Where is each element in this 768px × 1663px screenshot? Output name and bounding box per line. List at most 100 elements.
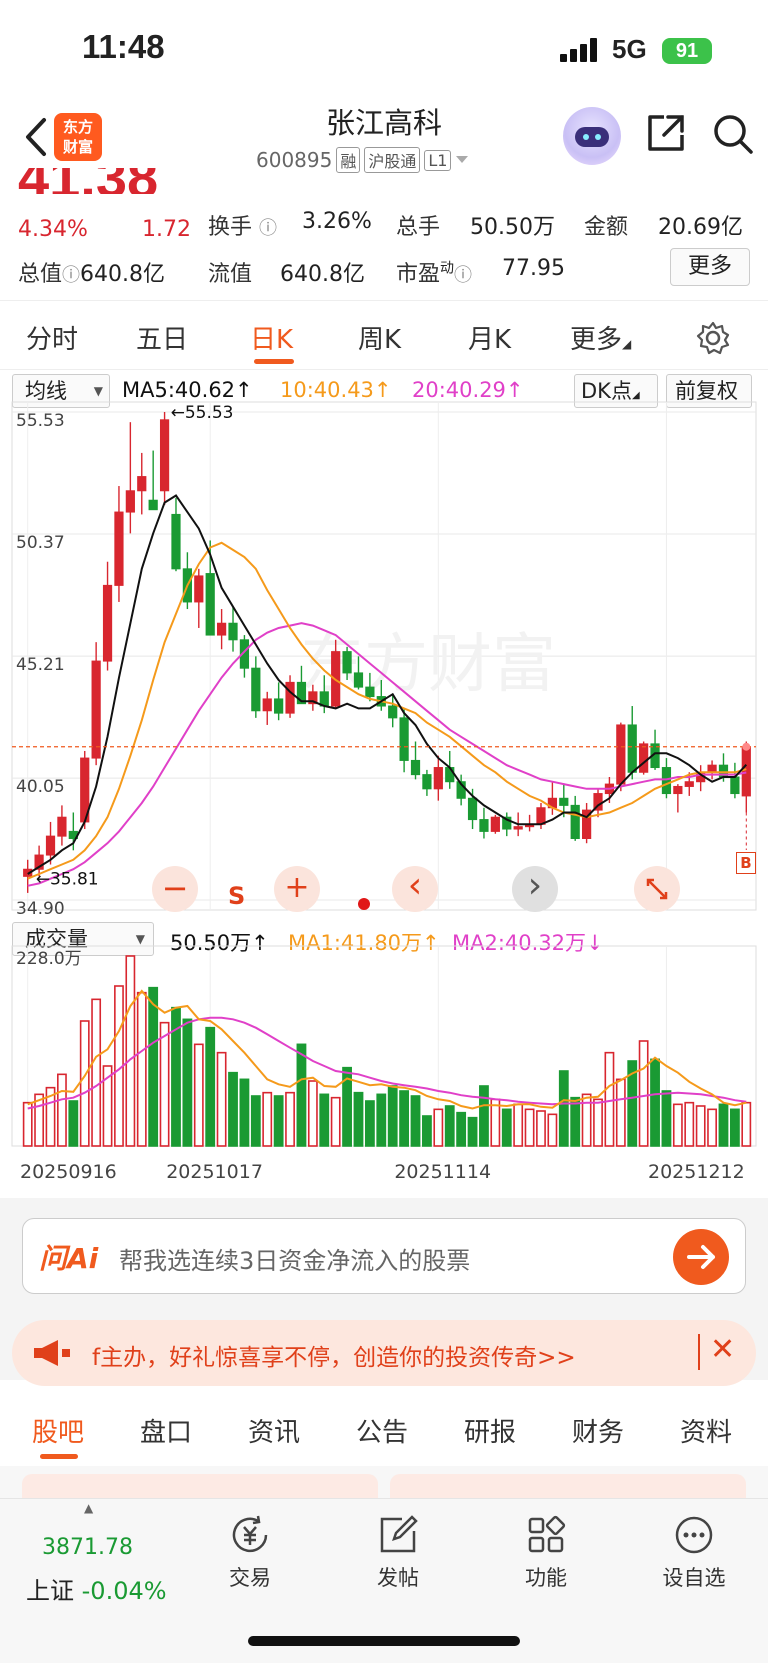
candle[interactable] [410, 759, 421, 776]
candle[interactable] [399, 717, 409, 761]
volume-bar[interactable] [216, 1051, 227, 1147]
volume-bar[interactable] [729, 1108, 740, 1147]
volume-bar[interactable] [159, 1021, 170, 1147]
candle[interactable] [616, 724, 626, 785]
candle[interactable] [57, 816, 67, 837]
volume-bar[interactable] [102, 1065, 113, 1147]
candle[interactable] [684, 781, 694, 787]
volume-bar[interactable] [273, 1095, 284, 1147]
volume-bar[interactable] [593, 1098, 603, 1147]
candle[interactable] [228, 622, 238, 641]
candle[interactable] [308, 691, 318, 705]
volume-bar[interactable] [410, 1095, 421, 1147]
notice-banner[interactable]: f主办，好礼惊喜享不停，创造你的投资传奇>> ✕ [12, 1320, 756, 1386]
candle[interactable] [217, 622, 227, 636]
candle[interactable] [353, 672, 364, 688]
volume-bar[interactable] [661, 1090, 672, 1147]
candle[interactable] [296, 681, 307, 705]
volume-bar[interactable] [501, 1108, 512, 1147]
tab-news[interactable]: 资讯 [248, 1418, 301, 1448]
tab-five-day[interactable]: 五日 [136, 325, 189, 355]
candle[interactable] [479, 819, 489, 832]
candle[interactable] [274, 698, 284, 714]
volume-bar[interactable] [479, 1085, 489, 1147]
candle[interactable] [102, 584, 113, 662]
scroll-left-button[interactable]: ‹ [392, 866, 438, 912]
kline-chart[interactable]: 东方财富 55.53 50.37 45.21 40.05 34.90 ←55.53 ←35.… [0, 0, 768, 1198]
candle[interactable] [91, 660, 101, 759]
volume-bar[interactable] [205, 1026, 216, 1147]
candle[interactable] [502, 816, 512, 830]
candle[interactable] [467, 797, 478, 821]
candle[interactable] [285, 681, 295, 714]
tab-monthly-k[interactable]: 月K [468, 325, 512, 355]
assistant-robot-icon[interactable] [563, 107, 621, 165]
candle[interactable] [707, 764, 717, 773]
tab-profile[interactable]: 资料 [680, 1418, 733, 1448]
candle[interactable] [639, 743, 649, 773]
volume-bar[interactable] [547, 1113, 558, 1147]
volume-bar[interactable] [741, 1101, 752, 1147]
volume-bar[interactable] [136, 991, 147, 1147]
candle[interactable] [513, 826, 523, 830]
volume-bar[interactable] [627, 1060, 638, 1147]
info-icon[interactable]: ⓘ [454, 265, 473, 286]
candle[interactable] [34, 854, 44, 870]
volume-bar[interactable] [285, 1091, 295, 1147]
candle[interactable] [536, 807, 546, 825]
nav-functions[interactable]: 功能 [496, 1513, 596, 1592]
volume-bar[interactable] [604, 1051, 615, 1147]
nav-watchlist[interactable]: 设自选 [644, 1513, 744, 1592]
volume-bar[interactable] [433, 1108, 444, 1147]
volume-bar[interactable] [79, 1020, 90, 1147]
volume-bar[interactable] [718, 1103, 729, 1147]
candle[interactable] [251, 667, 261, 712]
buy-marker[interactable]: B [736, 852, 756, 874]
zoom-in-button[interactable]: + [274, 866, 320, 912]
candle[interactable] [433, 767, 443, 790]
candle[interactable] [262, 698, 272, 712]
more-stats-button[interactable]: 更多 [670, 248, 750, 286]
candle[interactable] [114, 511, 124, 586]
volume-bar[interactable] [182, 1018, 193, 1147]
tab-weekly-k[interactable]: 周K [358, 325, 402, 355]
volume-bar[interactable] [376, 1093, 387, 1147]
volume-bar[interactable] [353, 1091, 364, 1147]
volume-bar[interactable] [387, 1085, 398, 1147]
candle[interactable] [137, 476, 147, 492]
volume-bar[interactable] [684, 1101, 695, 1147]
ai-submit-button[interactable] [673, 1229, 729, 1285]
volume-bar[interactable] [330, 1096, 341, 1147]
volume-bar[interactable] [239, 1078, 250, 1147]
candle[interactable] [570, 804, 580, 839]
volume-indicator-select[interactable]: 成交量 ▼ [12, 922, 154, 956]
candle[interactable] [365, 686, 375, 698]
candle[interactable] [422, 774, 432, 790]
candle[interactable] [582, 809, 592, 839]
stock-code-line[interactable]: 600895 融 沪股通 L1 [256, 147, 469, 173]
volume-bar[interactable] [262, 1091, 273, 1147]
candle[interactable] [730, 776, 740, 795]
volume-bar[interactable] [672, 1103, 683, 1147]
tab-intraday[interactable]: 分时 [26, 325, 79, 355]
info-icon[interactable]: ⓘ [259, 218, 278, 239]
index-ticker[interactable]: 上证 -0.04% [26, 1571, 167, 1606]
close-icon[interactable]: ✕ [710, 1332, 736, 1367]
volume-bar[interactable] [296, 1043, 307, 1147]
volume-bar[interactable] [650, 1058, 660, 1147]
candle[interactable] [159, 419, 170, 492]
search-icon[interactable] [712, 113, 754, 155]
volume-bar[interactable] [558, 1070, 569, 1147]
volume-bar[interactable] [615, 1078, 626, 1147]
volume-bar[interactable] [307, 1080, 318, 1147]
candle[interactable] [661, 767, 672, 795]
candle[interactable] [741, 746, 751, 797]
volume-bar[interactable] [536, 1110, 546, 1147]
back-arrow-icon[interactable] [18, 112, 58, 162]
volume-bar[interactable] [444, 1105, 455, 1147]
volume-bar[interactable] [45, 1086, 56, 1147]
tab-orderbook[interactable]: 盘口 [140, 1418, 193, 1448]
candle[interactable] [490, 816, 500, 832]
volume-bar[interactable] [22, 1101, 33, 1147]
candle[interactable] [559, 797, 569, 806]
